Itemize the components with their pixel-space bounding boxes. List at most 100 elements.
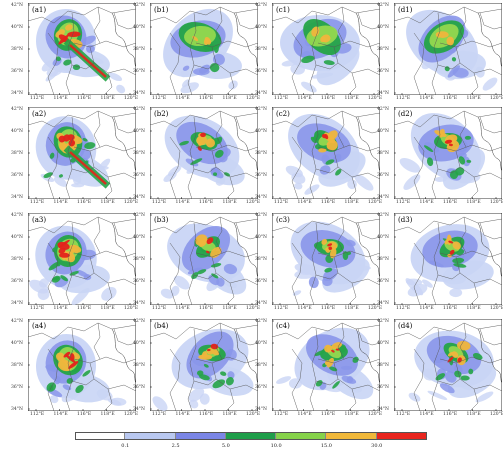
lon-tick-label: 116°E — [443, 200, 458, 205]
precip-map — [394, 319, 502, 411]
lat-tick-label: 38°N — [255, 256, 267, 262]
lon-tick-label: 114°E — [53, 412, 68, 417]
lat-tick-label: 38°N — [133, 362, 145, 368]
precip-blue-patch — [193, 68, 210, 76]
lat-tick-label: 40°N — [255, 128, 267, 134]
precip-map — [272, 319, 380, 411]
precip-orange-core — [446, 36, 455, 46]
precip-light-patch — [408, 392, 421, 402]
precip-light-patch — [427, 390, 448, 401]
lat-tick-label: 34°N — [255, 300, 267, 306]
lat-tick-label: 42°N — [255, 318, 267, 324]
precip-blue-patch — [308, 276, 319, 289]
precip-light-patch — [109, 397, 127, 406]
colorbar-label: 2.5 — [171, 443, 180, 449]
lat-tick-label: 36°N — [377, 384, 389, 390]
colorbar-segment — [75, 432, 126, 440]
lon-tick-label: 116°E — [321, 96, 336, 101]
precip-green-patch — [332, 380, 340, 389]
precip-light-patch — [324, 386, 341, 393]
province-border — [357, 12, 380, 30]
lon-tick-label: 116°E — [77, 412, 92, 417]
lon-tick-label: 118°E — [466, 200, 481, 205]
province-border — [65, 116, 75, 199]
province-border — [317, 144, 380, 152]
province-border — [28, 6, 136, 24]
coastline — [355, 12, 380, 68]
province-border — [437, 62, 461, 70]
lat-tick-label: 34°N — [11, 406, 23, 412]
coastline — [233, 222, 258, 278]
precip-green-patch — [198, 374, 210, 381]
precip-light-patch — [475, 391, 494, 403]
precip-orange-core — [446, 140, 460, 153]
precip-light-patch — [347, 179, 357, 190]
province-border — [437, 272, 461, 280]
precip-green-patch — [435, 373, 446, 381]
province-border — [315, 378, 339, 386]
province-border — [187, 12, 197, 95]
lon-tick-label: 120°E — [246, 412, 261, 417]
province-border — [315, 62, 339, 70]
lon-tick-label: 112°E — [30, 200, 45, 205]
precip-light-patch — [422, 279, 433, 288]
precip-blue-patch — [182, 65, 190, 71]
precip-green-patch — [324, 267, 333, 273]
panel-label: (b1) — [153, 6, 170, 14]
precip-green-patch — [423, 145, 434, 153]
province-border — [93, 6, 101, 44]
precip-map — [28, 213, 136, 305]
coastline — [233, 12, 258, 68]
precip-orange-core — [65, 24, 73, 31]
lat-tick-label: 42°N — [377, 212, 389, 218]
lon-tick-label: 114°E — [175, 200, 190, 205]
province-border — [272, 216, 380, 234]
precip-red-core — [321, 133, 327, 139]
lat-tick-label: 42°N — [11, 212, 23, 218]
province-border — [347, 282, 357, 305]
province-border — [28, 322, 136, 340]
coastline — [355, 222, 380, 278]
precip-red-core — [328, 246, 333, 251]
province-border — [337, 322, 345, 360]
province-border — [71, 272, 95, 280]
lat-tick-label: 38°N — [133, 46, 145, 52]
map-panel: (b4) — [150, 319, 258, 411]
lat-tick-label: 40°N — [377, 234, 389, 240]
map-panel: (a1) — [28, 3, 136, 95]
precip-blue-patch — [187, 267, 203, 275]
precip-green-patch — [314, 350, 326, 357]
precip-green-patch — [214, 44, 219, 54]
precip-light-patch — [443, 57, 452, 65]
precip-green-patch — [468, 368, 474, 375]
panel-label: (c3) — [275, 216, 291, 224]
province-border — [73, 144, 136, 152]
precip-green-patch — [220, 371, 227, 376]
map-panel: (d3) — [394, 213, 502, 305]
lat-tick-label: 38°N — [11, 46, 23, 52]
precip-light-patch — [301, 81, 317, 93]
lon-tick-label: 112°E — [396, 96, 411, 101]
precip-light-patch — [180, 70, 189, 78]
precip-blue-patch — [445, 371, 457, 383]
province-border — [169, 348, 181, 411]
province-border — [113, 116, 136, 134]
precip-light-patch — [290, 63, 306, 75]
precip-orange-core — [321, 34, 331, 43]
precip-blue-patch — [424, 142, 440, 153]
colorbar-label: 30.0 — [371, 443, 383, 449]
lat-tick-label: 34°N — [255, 90, 267, 96]
precip-green-patch — [55, 56, 62, 62]
lat-tick-label: 42°N — [11, 106, 23, 112]
precip-green-patch — [75, 384, 84, 394]
province-border — [93, 322, 101, 360]
precip-green-patch — [211, 273, 219, 279]
precip-red-core — [206, 348, 211, 352]
province-border — [315, 166, 339, 174]
lon-tick-label: 118°E — [100, 306, 115, 311]
province-border — [459, 6, 467, 44]
lon-tick-label: 112°E — [152, 412, 167, 417]
panel-label: (a4) — [31, 322, 48, 330]
precip-light-patch — [403, 174, 421, 190]
colorbar-label: 0.1 — [121, 443, 130, 449]
